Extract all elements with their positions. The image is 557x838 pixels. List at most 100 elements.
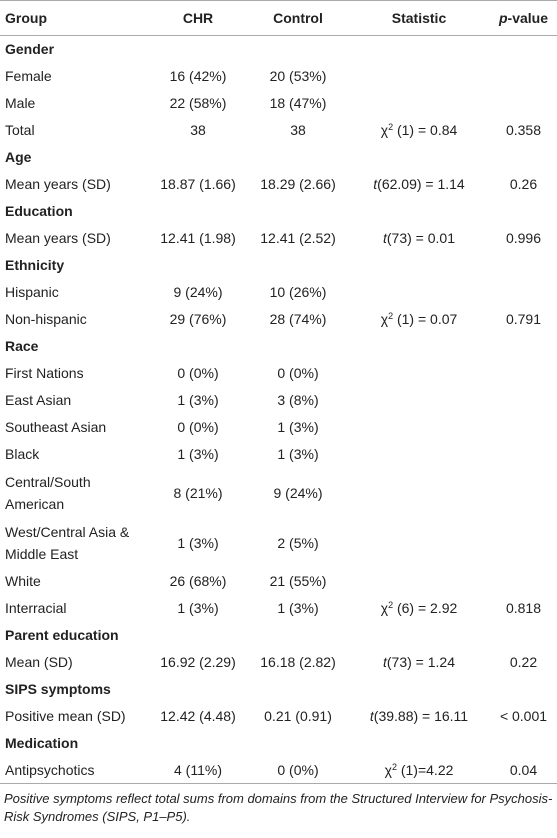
text: Statistic (391, 10, 447, 26)
data-row: First Nations 0 (0%) 0 (0%) (0, 360, 557, 387)
row-label: Hispanic (5, 284, 59, 300)
row-label: East Asian (5, 392, 72, 408)
data-row: Total 38 38 χ2 (1) = 0.84 0.358 (0, 117, 557, 144)
text: (39.88) = 16.11 (373, 708, 469, 724)
section-title: Gender (5, 41, 55, 58)
statistic-cell (348, 387, 490, 414)
statistic-cell (348, 414, 490, 441)
chr-cell: 26 (68%) (169, 573, 227, 589)
section-row: Ethnicity (0, 252, 557, 279)
row-label: Central/South American (5, 473, 91, 512)
chr-cell: 16.92 (2.29) (160, 654, 236, 670)
statistic-cell: t(62.09) = 1.14 (348, 171, 490, 198)
statistic-cell (348, 279, 490, 306)
section-row: SIPS symptoms (0, 676, 557, 703)
chr-cell: 29 (76%) (169, 311, 227, 327)
p-value-cell: 0.358 (505, 122, 542, 138)
superscript: 2 (388, 600, 394, 610)
chr-cell: 1 (3%) (177, 392, 219, 408)
chr-cell: 0 (0%) (177, 419, 219, 435)
control-cell: 16.18 (2.82) (260, 654, 336, 670)
data-row: Hispanic 9 (24%) 10 (26%) (0, 279, 557, 306)
section-row: Medication (0, 730, 557, 757)
data-row: Interracial 1 (3%) 1 (3%) χ2 (6) = 2.92 0.81… (0, 595, 557, 622)
statistic-cell (348, 468, 490, 518)
row-label: Black (5, 446, 40, 462)
italic-text: t (383, 654, 387, 670)
text: -value (507, 10, 549, 26)
superscript: 2 (388, 311, 394, 321)
p-value-cell (490, 360, 557, 387)
p-value-cell: 0.996 (505, 230, 542, 246)
table-header: Group CHR Control Statistic p-value (0, 0, 557, 36)
row-label: Interracial (5, 600, 67, 616)
row-label: Male (5, 95, 36, 111)
chr-cell: 9 (24%) (173, 284, 223, 300)
control-cell: 1 (3%) (277, 600, 319, 616)
section-title: Age (5, 149, 32, 165)
header-cell: p-value (490, 0, 557, 36)
data-row: Mean (SD) 16.92 (2.29) 16.18 (2.82) t(73) =… (0, 649, 557, 676)
statistic-cell: χ2 (6) = 2.92 (348, 595, 490, 622)
text: (1)=4.22 (396, 761, 454, 778)
data-row: Male 22 (58%) 18 (47%) (0, 90, 557, 117)
text: Group (5, 10, 47, 26)
superscript: 2 (391, 761, 397, 772)
p-value-cell (490, 279, 557, 306)
control-cell: 0 (0%) (248, 756, 348, 784)
data-row: Female 16 (42%) 20 (53%) (0, 63, 557, 90)
chr-cell: 16 (42%) (169, 68, 227, 84)
table-body: Gender Female 16 (42%) 20 (53%) Male 22 (58%)… (0, 36, 557, 784)
p-value-cell: < 0.001 (499, 708, 548, 724)
control-cell: 12.41 (2.52) (260, 230, 336, 246)
data-row: Positive mean (SD) 12.42 (4.48) 0.21 (0.91… (0, 703, 557, 730)
text: χ (380, 122, 389, 138)
control-cell: 2 (5%) (277, 534, 319, 551)
italic-text: t (373, 176, 378, 192)
chr-cell: 8 (21%) (173, 484, 223, 501)
header-cell: Statistic (348, 0, 490, 36)
data-row: Black 1 (3%) 1 (3%) (0, 441, 557, 468)
section-title: SIPS symptoms (5, 681, 111, 697)
section-row: Age (0, 144, 557, 171)
chr-cell: 12.41 (1.98) (160, 230, 236, 246)
section-title: Education (5, 203, 73, 219)
p-value-cell (490, 63, 557, 90)
chr-cell: 18.87 (1.66) (160, 176, 236, 192)
p-value-cell: 0.22 (509, 654, 538, 670)
section-row: Race (0, 333, 557, 360)
italic-text: t (383, 230, 387, 246)
section-row: Education (0, 198, 557, 225)
statistic-cell: χ2 (1) = 0.84 (348, 117, 490, 144)
text: χ (384, 761, 392, 778)
text: (73) = 0.01 (386, 230, 455, 246)
p-value-cell (490, 568, 557, 595)
row-label: White (5, 573, 41, 589)
row-label: Antipsychotics (0, 756, 148, 784)
row-label: West/Central Asia & Middle East (5, 523, 130, 562)
data-row: Non-hispanic 29 (76%) 28 (74%) χ2 (1) = 0.0… (0, 306, 557, 333)
text: (73) = 1.24 (386, 654, 455, 670)
statistic-cell (348, 63, 490, 90)
text: χ (380, 311, 389, 327)
control-cell: 20 (53%) (269, 68, 327, 84)
statistic-cell (348, 360, 490, 387)
p-value-cell: 0.818 (505, 600, 542, 616)
statistic-cell (348, 90, 490, 117)
chr-cell: 12.42 (4.48) (160, 708, 236, 724)
p-value-cell (490, 90, 557, 117)
section-row: Gender (0, 36, 557, 63)
chr-cell: 0 (0%) (177, 365, 219, 381)
text: χ (380, 600, 389, 616)
data-row: Antipsychotics 4 (11%) 0 (0%) χ2 (1)=4.22 0.… (0, 756, 557, 784)
chr-cell: 1 (3%) (177, 534, 219, 551)
statistic-cell: χ2 (1)=4.22 (348, 756, 490, 784)
header-cell: Group (0, 0, 148, 36)
chr-cell: 1 (3%) (177, 600, 219, 616)
p-value-cell (490, 387, 557, 414)
p-value-cell: 0.791 (505, 311, 542, 327)
chr-cell: 38 (190, 122, 206, 138)
row-label: Non-hispanic (5, 311, 87, 327)
statistic-cell (348, 568, 490, 595)
